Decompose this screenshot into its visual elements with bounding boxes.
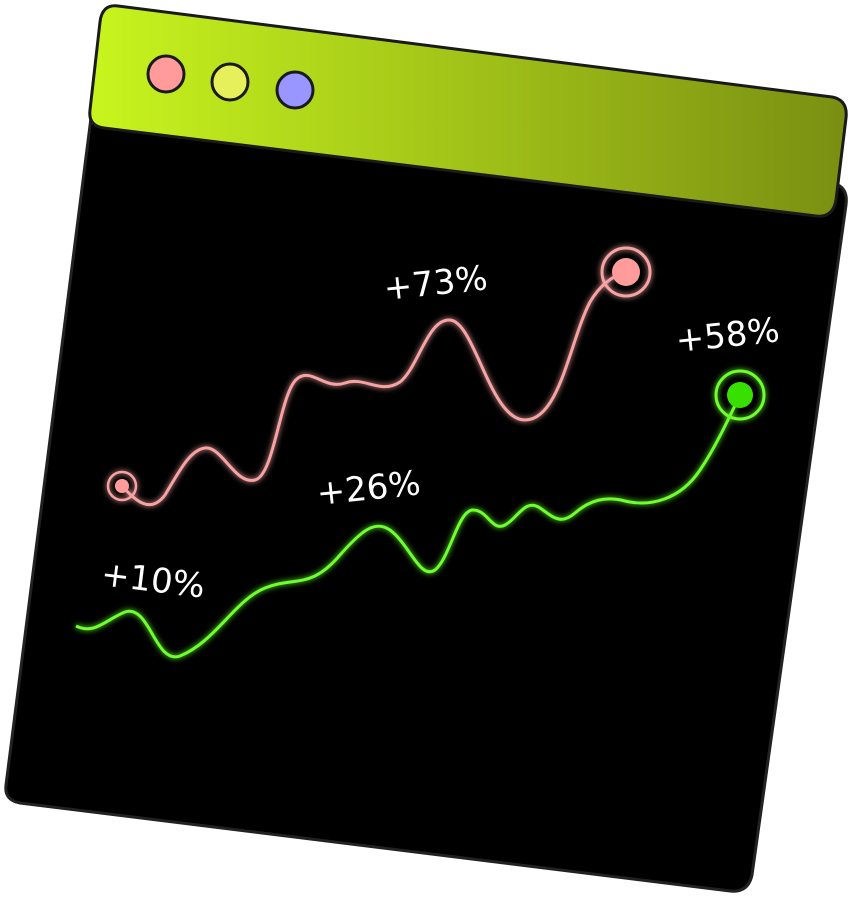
pink-end-marker [600,246,652,298]
green-end-marker [714,369,766,421]
window-titlebar [88,4,848,218]
pink-start-marker [106,470,138,502]
maximize-dot-icon[interactable] [275,70,315,110]
green-growth-line [75,394,742,659]
close-dot-icon[interactable] [146,54,186,94]
window-body [4,93,848,893]
pink-growth-line [120,270,627,507]
minimize-dot-icon[interactable] [210,62,250,102]
